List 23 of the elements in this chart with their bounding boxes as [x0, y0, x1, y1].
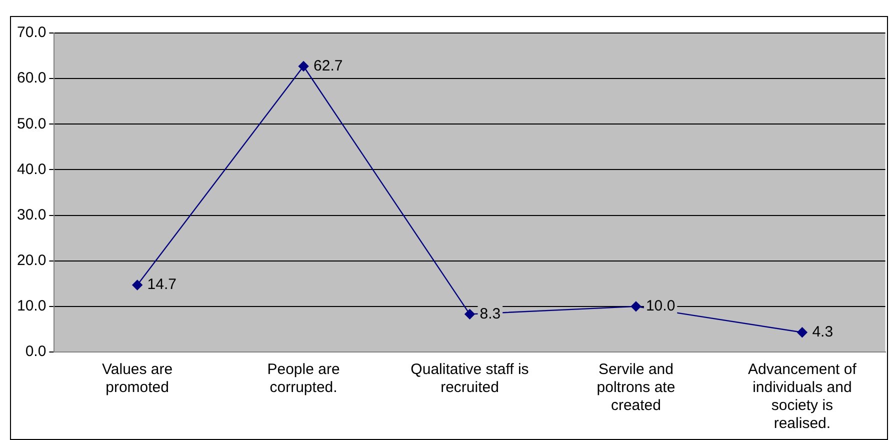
x-tick-label: Qualitative staff is recruited: [410, 361, 529, 396]
x-tick-label: Advancement of individuals and society is realised.: [748, 361, 858, 432]
data-label: 4.3: [812, 324, 834, 341]
y-tick-label: 20.0: [16, 252, 46, 269]
x-tick-label: Servile and poltrons ate created: [596, 361, 676, 414]
y-tick-label: 10.0: [16, 298, 46, 315]
point: [630, 301, 642, 312]
data-label: 14.7: [147, 276, 177, 294]
data-label: 10.0: [646, 298, 676, 315]
point: [797, 327, 808, 338]
y-tick-label: 70.0: [16, 24, 46, 42]
data-label: 8.3: [480, 305, 501, 322]
point: [298, 61, 309, 72]
data-label: 62.7: [314, 57, 343, 74]
y-tick-label: 30.0: [16, 206, 46, 224]
point: [464, 309, 475, 320]
y-tick-label: 50.0: [16, 115, 46, 132]
x-tick-label: People are corrupted.: [267, 361, 340, 396]
point: [132, 280, 142, 290]
y-tick-label: 60.0: [16, 70, 46, 87]
y-tick-label: 0.0: [25, 343, 46, 360]
x-tick-label: Values are promoted: [102, 361, 173, 396]
y-tick-label: 40.0: [16, 160, 46, 178]
